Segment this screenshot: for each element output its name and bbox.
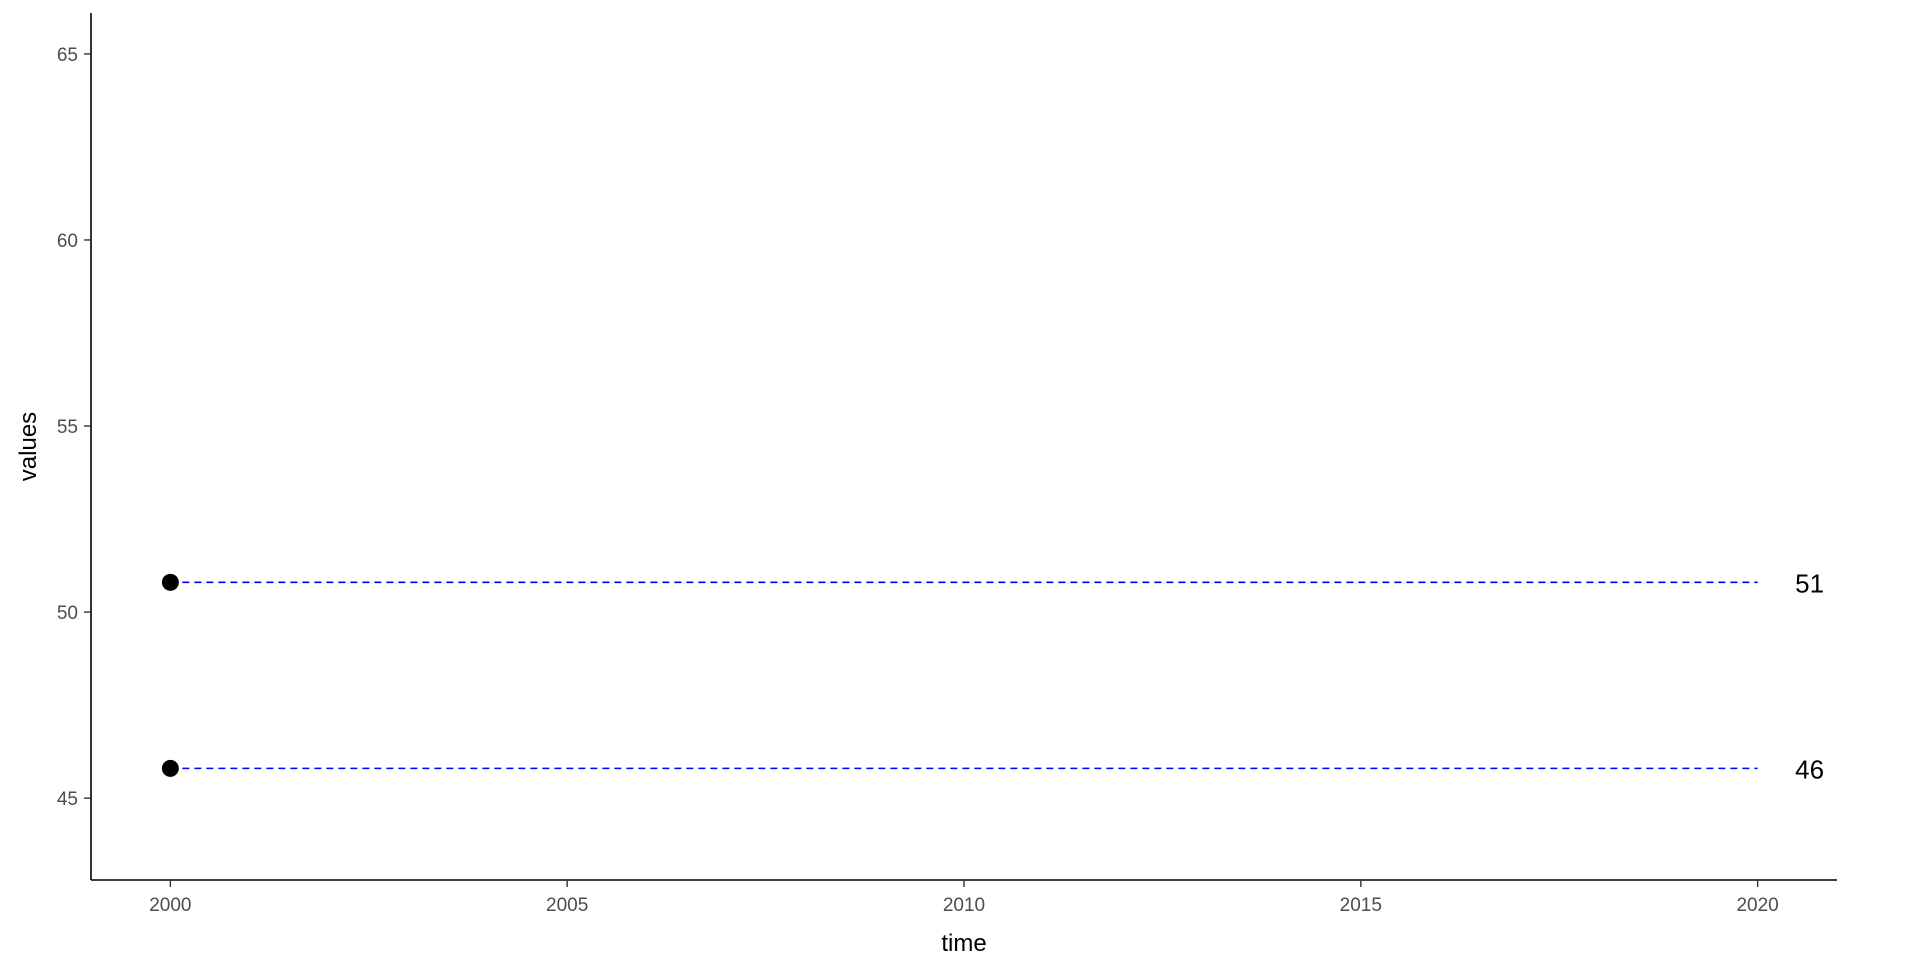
data-labels: 51 46 [1795,568,1824,784]
x-tick-label: 2005 [546,895,588,916]
x-axis-title: time [941,930,986,957]
data-point [161,573,179,591]
y-tick-label: 55 [57,417,78,438]
x-tick-label: 2020 [1736,895,1778,916]
x-axis-ticks: 2000 2005 2010 2015 2020 [149,880,1779,916]
y-tick-label: 45 [57,789,78,810]
reference-lines [170,581,1758,770]
y-tick-label: 60 [57,231,78,252]
data-point [161,759,179,777]
x-tick-label: 2010 [943,895,985,916]
x-tick-label: 2000 [149,895,191,916]
data-label: 46 [1795,754,1824,784]
y-tick-label: 50 [57,603,78,624]
y-axis-title: values [15,412,42,481]
x-tick-label: 2015 [1340,895,1382,916]
data-label: 51 [1795,568,1824,598]
y-tick-label: 65 [57,45,78,66]
y-axis-ticks: 45 50 55 60 65 [57,45,91,810]
data-points [161,573,179,777]
